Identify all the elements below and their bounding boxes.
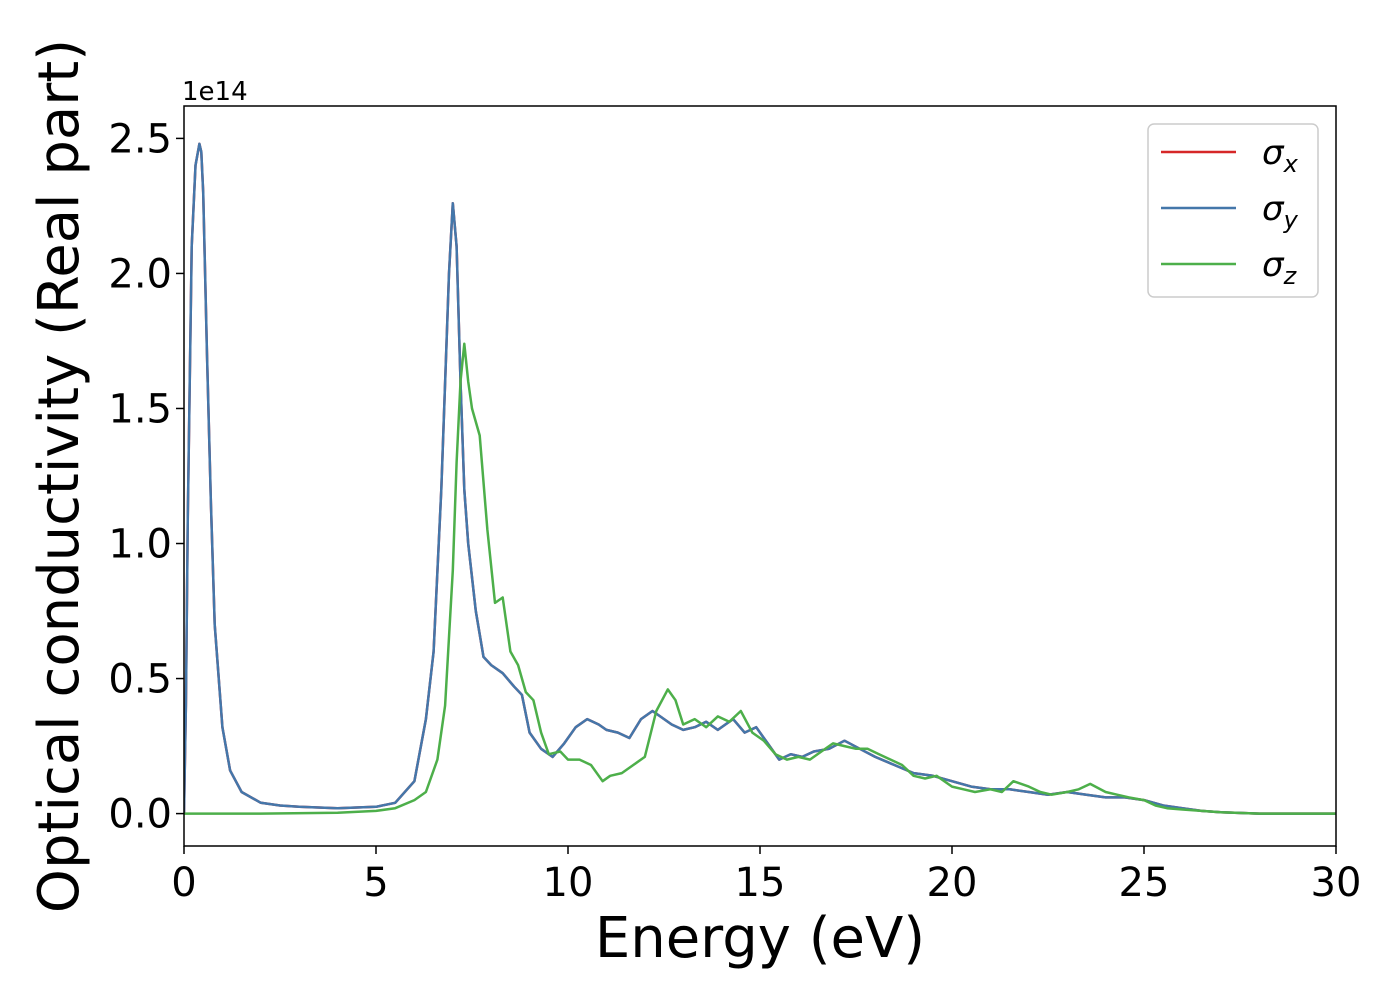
y-tick-label: 1.0 bbox=[108, 522, 172, 568]
y-tick-label: 2.5 bbox=[108, 116, 172, 162]
x-tick-label: 30 bbox=[1311, 860, 1362, 906]
series-line-z bbox=[184, 342, 1336, 815]
x-tick-label: 25 bbox=[1119, 860, 1170, 906]
y-tick-label: 1.5 bbox=[108, 386, 172, 432]
x-tick-label: 15 bbox=[735, 860, 786, 906]
legend-box bbox=[1147, 123, 1319, 298]
series-line-y bbox=[184, 142, 1336, 815]
x-tick-label: 0 bbox=[171, 860, 196, 906]
y-tick-label: 0.5 bbox=[108, 657, 172, 703]
x-tick-label: 20 bbox=[927, 860, 978, 906]
x-tick-label: 10 bbox=[543, 860, 594, 906]
x-axis-title: Energy (eV) bbox=[595, 906, 925, 971]
x-axis-ticks: 0 5 10 15 20 25 30 bbox=[171, 846, 1361, 906]
y-tick-label: 0.0 bbox=[108, 792, 172, 838]
y-axis-title: Optical conductivity (Real part) bbox=[27, 39, 92, 913]
x-tick-label: 5 bbox=[363, 860, 388, 906]
y-tick-label: 2.0 bbox=[108, 251, 172, 297]
y-axis-ticks: 0.0 0.5 1.0 1.5 2.0 2.5 bbox=[108, 116, 184, 838]
y-offset-label: 1e14 bbox=[182, 77, 248, 107]
series-layer bbox=[184, 142, 1336, 815]
